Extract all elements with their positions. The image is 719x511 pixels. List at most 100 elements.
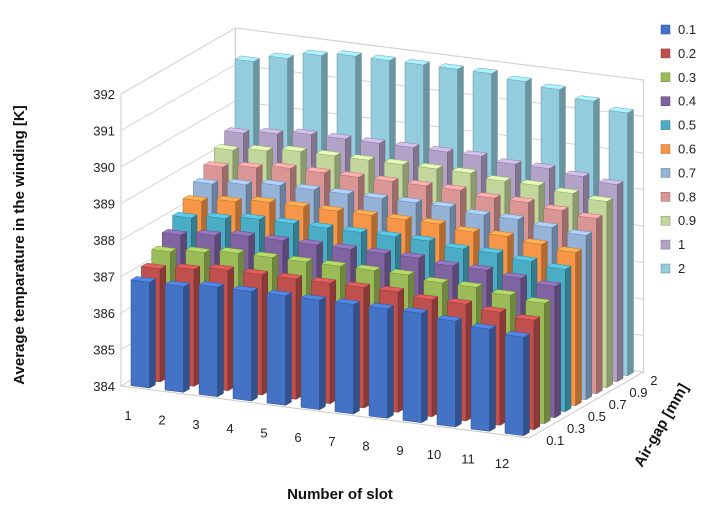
legend-label: 1 <box>678 237 685 252</box>
legend-swatch <box>660 48 671 59</box>
bar-front-face <box>436 318 456 428</box>
bar-series-0.1-slot-3 <box>198 281 225 398</box>
bar-top-face <box>325 133 352 140</box>
bar-top-face <box>297 239 324 246</box>
z-tick-label: 2 <box>650 373 657 388</box>
x-tick-label: 10 <box>427 447 441 462</box>
bar-top-face <box>349 154 376 161</box>
bar-top-face <box>420 218 447 225</box>
y-tick-label: 392 <box>93 87 115 102</box>
bar-side-face <box>617 180 624 383</box>
bar-series-0.1-slot-7 <box>334 298 361 415</box>
bar-top-face <box>260 179 287 186</box>
legend-label: 0.8 <box>678 189 696 204</box>
x-axis-title: Number of slot <box>287 486 393 503</box>
bar-series-0.1-slot-2 <box>164 280 191 393</box>
bar-top-face <box>438 63 465 70</box>
bar-top-face <box>389 269 415 276</box>
bar-side-face <box>627 109 634 377</box>
bar-top-face <box>407 179 433 187</box>
x-tick-label: 7 <box>328 434 335 449</box>
bar-top-face <box>205 212 232 219</box>
bar-front-face <box>266 293 286 406</box>
bar-top-face <box>174 263 201 270</box>
legend-item: 0.7 <box>660 165 696 180</box>
bar-top-face <box>257 128 284 135</box>
legend-swatch <box>660 24 671 35</box>
bar-top-face <box>192 178 219 185</box>
legend-swatch <box>660 96 671 106</box>
bar-front-face <box>164 283 184 393</box>
bar-top-face <box>373 175 399 182</box>
bar-side-face <box>353 300 360 415</box>
x-tick-label: 4 <box>226 421 233 436</box>
bar-front-face <box>232 288 252 402</box>
legend-swatch <box>660 72 671 83</box>
bar-top-face <box>328 188 355 195</box>
bar-top-face <box>519 179 546 186</box>
legend-label: 0.2 <box>678 46 696 61</box>
bar-top-face <box>504 331 531 338</box>
bar-top-face <box>284 200 311 208</box>
bar-top-face <box>341 226 368 233</box>
x-tick-label: 12 <box>495 456 509 471</box>
bar-top-face <box>587 195 614 202</box>
bar-side-face <box>251 287 258 402</box>
legend-label: 0.7 <box>678 165 696 180</box>
z-tick-labels: 0.10.30.50.70.92 <box>546 373 657 448</box>
bar-side-face <box>387 305 394 419</box>
x-tick-labels: 1 2 3 4 5 6 7 8 9 10 11 12 <box>124 408 509 471</box>
bar-top-face <box>307 222 334 229</box>
bar-top-face <box>263 234 290 241</box>
bar-top-face <box>185 246 211 253</box>
legend-item: 0.6 <box>660 142 696 157</box>
bar-top-face <box>446 298 473 305</box>
bar-top-face <box>427 146 454 153</box>
bar-top-face <box>208 264 235 271</box>
bar-top-face <box>362 192 389 199</box>
bar-side-face <box>544 299 551 425</box>
bar-series-0.1-slot-5 <box>266 289 293 406</box>
bar-top-face <box>130 276 157 283</box>
x-tick-label: 1 <box>124 408 131 423</box>
bar-series-0.1-slot-10 <box>436 315 463 428</box>
bar-top-face <box>430 201 457 208</box>
bar-top-face <box>423 276 449 284</box>
bar-top-face <box>355 264 381 271</box>
y-tick-label: 388 <box>93 233 115 248</box>
bar-top-face <box>409 235 436 242</box>
bar-top-face <box>339 171 365 178</box>
bar-top-face <box>443 243 470 250</box>
bar-top-face <box>597 178 624 185</box>
bar-side-face <box>575 248 582 407</box>
legend: 0.1 0.2 0.3 0.4 0.5 0.6 0.7 0.8 0.9 1 2 <box>660 22 696 276</box>
bar-top-face <box>229 230 256 237</box>
legend-item: 0.5 <box>660 118 696 133</box>
legend-swatch <box>660 239 671 250</box>
bar-top-face <box>273 217 300 224</box>
bar-top-face <box>498 213 525 220</box>
bar-top-face <box>161 229 188 236</box>
bar-top-face <box>213 144 240 151</box>
bar-top-face <box>532 221 559 228</box>
legend-item: 1 <box>660 237 685 252</box>
bar-top-face <box>281 145 308 152</box>
bar-top-face <box>491 289 517 296</box>
bar-top-face <box>368 302 395 310</box>
bar-top-face <box>378 285 405 293</box>
legend-label: 0.6 <box>678 142 696 157</box>
bar-top-face <box>271 162 297 169</box>
bar-side-face <box>565 265 572 413</box>
bar-top-face <box>198 281 225 288</box>
legend-label: 0.5 <box>678 118 696 133</box>
bar-top-face <box>480 306 507 313</box>
legend-swatch <box>660 144 671 154</box>
bar-top-face <box>488 230 515 237</box>
bar-top-face <box>509 196 535 203</box>
legend-label: 0.1 <box>678 22 696 37</box>
bar-side-face <box>489 325 496 432</box>
bar-top-face <box>291 128 318 135</box>
y-tick-label: 387 <box>93 270 115 285</box>
bar-series-0.1-slot-11 <box>470 323 497 432</box>
